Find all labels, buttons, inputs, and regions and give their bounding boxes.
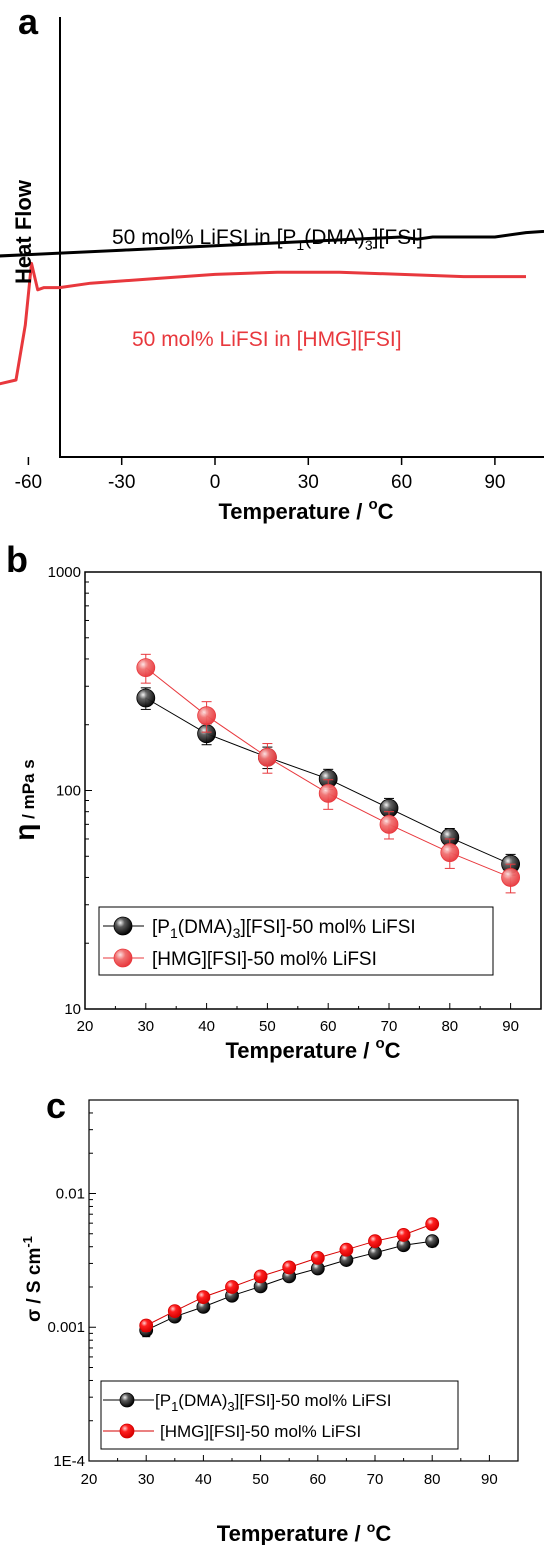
c-y-tick-label: 0.001	[47, 1319, 85, 1336]
c-point-hmg	[396, 1228, 411, 1242]
b-point-p1dma3	[136, 688, 156, 708]
c-x-tick-label: 30	[138, 1471, 155, 1488]
panel-label-b: b	[6, 539, 28, 580]
legend-b-black-marker	[113, 916, 133, 936]
b-x-tick-label: 90	[502, 1018, 519, 1035]
b-y-tick-label: 10	[64, 1001, 81, 1018]
annotation-hmg: 50 mol% LiFSI in [HMG][FSI]	[132, 328, 402, 351]
panel-label-c: c	[46, 1085, 66, 1126]
a-x-tick-label: 30	[298, 472, 319, 493]
b-point-hmg	[257, 747, 277, 767]
c-point-hmg	[425, 1217, 440, 1232]
c-x-tick-label: 60	[309, 1471, 326, 1488]
c-point-hmg	[196, 1290, 211, 1305]
c-series-line-p1dma3	[145, 1240, 433, 1331]
panel-a-curves	[0, 229, 544, 386]
b-point-hmg	[440, 843, 460, 862]
series-p1dma3-line	[0, 229, 544, 258]
c-x-tick-label: 50	[252, 1471, 269, 1488]
c-x-tick-label: 70	[367, 1471, 384, 1488]
panel-c-x-axis-title: Temperature / oC	[217, 1519, 392, 1545]
panel-c-legend-box	[100, 1380, 459, 1450]
c-x-tick-label: 20	[81, 1471, 98, 1488]
c-point-hmg	[253, 1269, 268, 1284]
b-x-tick-label: 40	[198, 1018, 215, 1035]
panel-c-frame	[88, 1099, 519, 1462]
panel-c: c 20 30 40 50 60 70 80 90 1E-4 0.001 0.01 [P1(DMA)…	[20, 1085, 519, 1545]
panel-b: b 20 30 40 50 60 70 80 90 10 100 1000 [P1(DMA)3][F…	[6, 539, 542, 1063]
b-x-tick-label: 30	[137, 1018, 154, 1035]
c-point-p1dma3	[425, 1234, 440, 1249]
panel-label-a: a	[18, 1, 39, 42]
panel-c-data	[139, 1217, 440, 1338]
c-x-tick-label: 80	[424, 1471, 441, 1488]
panel-a: a -90-60-300306090120150180 50 mol% LiFS…	[0, 1, 544, 524]
c-point-hmg	[225, 1280, 239, 1294]
panel-b-y-axis-title: η / mPa s	[9, 759, 40, 840]
b-point-hmg	[379, 814, 399, 834]
c-point-hmg	[282, 1260, 297, 1275]
c-x-tick-label: 40	[195, 1471, 212, 1488]
b-point-hmg	[197, 706, 217, 726]
panel-a-y-axis-title: Heat Flow	[11, 179, 36, 284]
legend-b-black-label: [P1(DMA)3][FSI]-50 mol% LiFSI	[152, 917, 416, 941]
panel-a-x-axis-title: Temperature / oC	[218, 496, 393, 524]
b-point-hmg	[318, 783, 338, 803]
panel-c-legend: [P1(DMA)3][FSI]-50 mol% LiFSI [HMG][FSI]…	[100, 1380, 459, 1450]
b-x-tick-label: 60	[320, 1018, 337, 1035]
a-x-tick-label: 90	[484, 472, 505, 493]
c-point-hmg	[310, 1250, 325, 1265]
b-x-tick-label: 50	[259, 1018, 276, 1035]
b-y-tick-label: 1000	[48, 564, 81, 581]
a-x-tick-label: -30	[108, 472, 135, 493]
panel-b-data	[136, 653, 521, 894]
b-x-tick-label: 80	[441, 1018, 458, 1035]
legend-c-black-marker	[119, 1392, 135, 1408]
b-x-tick-label: 70	[381, 1018, 398, 1035]
c-x-tick-label: 90	[481, 1471, 498, 1488]
c-point-hmg	[139, 1318, 154, 1333]
c-point-p1dma3	[368, 1245, 382, 1260]
series-hmg-line	[0, 261, 526, 386]
panel-a-x-ticks: -90-60-300306090120150180	[15, 457, 505, 493]
panel-c-y-axis-title: σ / S cm-1	[20, 1236, 45, 1322]
b-point-hmg	[136, 658, 156, 678]
c-y-tick-label: 0.01	[56, 1185, 85, 1202]
a-x-tick-label: 0	[210, 472, 221, 493]
panel-c-ticks: 20 30 40 50 60 70 80 90 1E-4 0.001 0.01	[47, 1099, 498, 1488]
c-point-hmg	[167, 1304, 182, 1319]
legend-b-red-marker	[113, 948, 133, 968]
b-y-tick-label: 100	[56, 783, 81, 800]
panel-b-ticks: 20 30 40 50 60 70 80 90 10 100 1000	[48, 564, 519, 1035]
panel-b-legend-box	[98, 906, 494, 976]
panel-a-axes	[59, 17, 544, 458]
c-point-hmg	[368, 1234, 382, 1249]
a-x-tick-label: -60	[15, 472, 42, 493]
panel-b-x-axis-title: Temperature / oC	[225, 1035, 400, 1063]
b-x-tick-label: 20	[77, 1018, 94, 1035]
legend-c-red-label: [HMG][FSI]-50 mol% LiFSI	[160, 1422, 361, 1441]
a-x-tick-label: 60	[391, 472, 412, 493]
b-point-hmg	[501, 868, 521, 887]
annotation-p1dma3: 50 mol% LiFSI in [P1(DMA)3][FSI]	[112, 226, 423, 253]
legend-c-black-label: [P1(DMA)3][FSI]-50 mol% LiFSI	[155, 1391, 391, 1414]
legend-b-red-label: [HMG][FSI]-50 mol% LiFSI	[152, 949, 377, 970]
legend-c-red-marker	[119, 1423, 135, 1439]
c-point-hmg	[339, 1242, 354, 1257]
c-y-tick-label: 1E-4	[53, 1453, 85, 1470]
panel-b-legend: [P1(DMA)3][FSI]-50 mol% LiFSI [HMG][FSI]…	[98, 906, 494, 976]
